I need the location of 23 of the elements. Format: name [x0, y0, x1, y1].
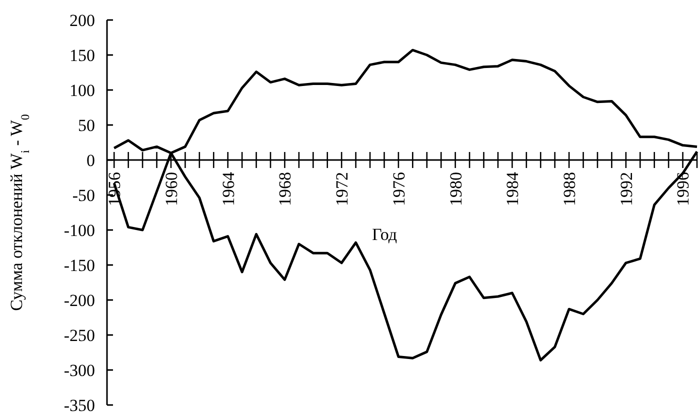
x-tick-label: 1980	[446, 172, 466, 206]
x-tick-label: 1968	[276, 172, 295, 206]
y-tick-label: 100	[70, 80, 95, 100]
y-tick-label: -100	[64, 220, 95, 240]
y-tick-label: 50	[78, 116, 95, 135]
y-tick-label: -350	[64, 396, 95, 414]
y-tick-label: 200	[70, 10, 95, 30]
y-tick-label: -200	[64, 290, 95, 310]
x-tick-label: 1960	[162, 172, 181, 206]
y-tick-label: -300	[64, 360, 95, 380]
x-tick-label: 1988	[560, 172, 579, 206]
y-tick-label: -50	[72, 186, 95, 205]
y-tick-label: -150	[64, 256, 95, 275]
x-tick-label: 1996	[674, 172, 693, 206]
x-tick-label: 1972	[332, 172, 352, 206]
x-tick-label: 1984	[503, 172, 522, 206]
y-tick-label: 150	[70, 46, 95, 65]
x-axis-title: Год	[372, 225, 398, 244]
x-tick-label: 1976	[389, 172, 408, 206]
y-tick-label: -250	[64, 326, 95, 345]
x-tick-label: 1992	[616, 172, 636, 206]
x-tick-label: 1964	[218, 172, 238, 206]
y-tick-label: 0	[86, 150, 95, 170]
